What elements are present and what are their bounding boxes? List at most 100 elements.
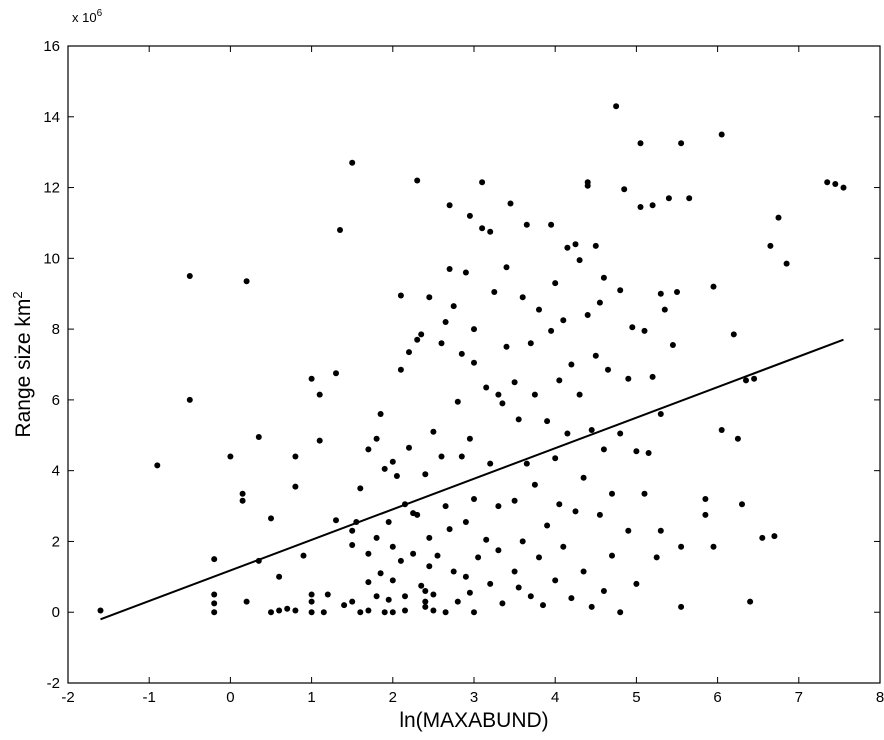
data-point [560,543,567,550]
data-point [471,496,477,502]
data-point [418,582,425,589]
data-point [759,534,766,541]
data-point [613,103,620,110]
data-point [548,327,555,334]
data-point [718,131,725,138]
data-point [292,607,299,614]
data-point [349,598,356,605]
data-point [503,343,510,350]
data-point [381,465,388,472]
x-tick-label: 8 [876,689,884,706]
data-point [442,503,449,510]
data-point [373,593,380,600]
data-point [747,598,754,605]
data-point [462,573,469,580]
data-point [564,430,571,437]
data-point [414,511,421,518]
data-point [389,577,396,584]
data-point [556,377,563,384]
data-point [527,340,534,347]
data-point [609,552,615,559]
data-point [649,373,656,380]
data-point [600,274,607,281]
data-point [308,609,315,616]
data-point [674,289,680,295]
data-point [458,453,465,460]
data-point [702,511,709,518]
data-point [397,292,404,299]
data-point [580,474,587,481]
data-point [373,534,380,541]
y-tick-label: 0 [52,604,60,621]
data-point [442,319,449,325]
y-axis-title: Range size km2 [10,291,35,437]
data-point [365,446,372,453]
data-point [734,435,741,442]
data-point [365,579,372,586]
data-point [645,450,652,456]
data-point [475,554,482,561]
y-tick-label: 14 [43,109,60,126]
data-point [446,526,453,533]
data-point [320,609,327,616]
data-point [316,437,323,444]
data-point [292,453,299,460]
data-point [584,182,591,189]
data-point [426,534,433,541]
y-tick-label: 16 [43,38,60,55]
data-point [499,600,506,607]
data-point [824,179,831,186]
data-point [337,227,343,233]
data-point [418,331,425,338]
data-point [564,244,571,251]
data-point [422,603,429,610]
data-point [588,603,595,610]
data-point [536,306,542,313]
data-point [471,359,477,366]
data-point [568,595,575,602]
data-point [540,602,546,609]
data-point [276,607,283,614]
data-point [641,490,648,497]
data-point [718,427,725,433]
data-point [430,428,437,435]
data-point [357,609,364,616]
data-point [568,361,575,368]
data-point [316,391,323,398]
data-point [450,303,457,310]
data-point [430,591,437,598]
data-point [515,584,522,591]
x-tick-label: 6 [713,689,721,706]
data-point [487,228,494,235]
data-point [609,490,615,497]
data-point [576,257,583,264]
data-point [284,605,291,612]
data-point [227,453,234,460]
data-point [466,589,473,596]
data-point [633,580,640,587]
y-axis-title-main: Range size km [12,299,35,438]
x-tick-label: 2 [389,689,397,706]
y-multiplier-base: x 10 [72,10,97,25]
data-point [389,609,396,616]
data-point [710,543,717,550]
data-point [422,598,429,605]
data-point [617,287,624,294]
data-point [426,294,433,301]
data-point [434,552,441,559]
data-point [349,527,356,534]
data-point [657,527,664,534]
data-point [483,384,490,391]
data-point [503,264,510,271]
data-point [308,591,315,598]
data-point [446,266,453,272]
data-point [268,609,274,616]
data-point [665,195,672,202]
data-point [511,379,518,386]
data-point [840,184,847,191]
data-point [783,260,790,267]
data-point [637,204,644,210]
data-point [385,596,392,603]
data-point [572,241,579,248]
data-point [775,214,782,221]
